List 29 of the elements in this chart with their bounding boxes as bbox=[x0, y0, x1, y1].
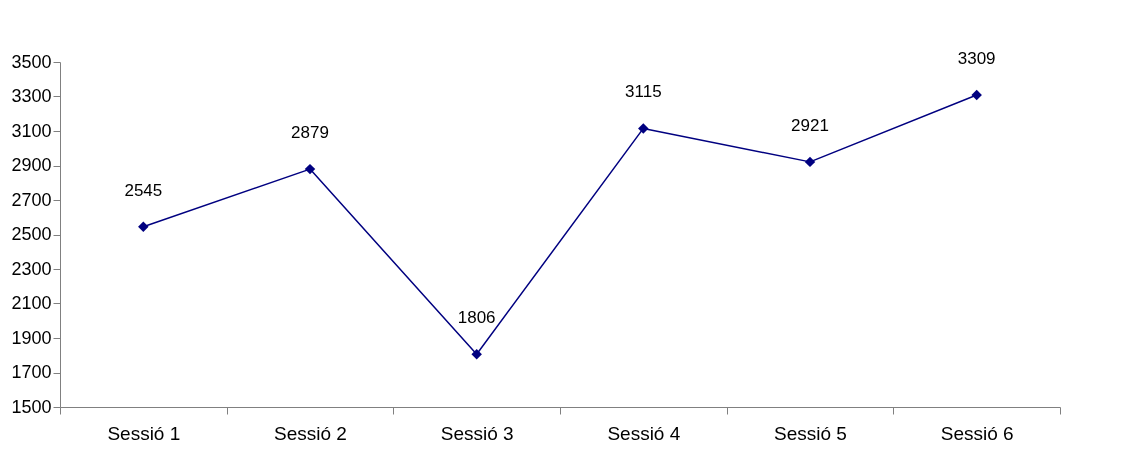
point bbox=[638, 123, 649, 134]
x-tick-label: Sessió 4 bbox=[607, 422, 681, 444]
y-tick-label: 1700 bbox=[11, 362, 52, 382]
data-label: 2545 bbox=[124, 180, 163, 200]
y-tick-label: 3500 bbox=[11, 51, 52, 72]
x-tick-label: Sessió 5 bbox=[774, 422, 847, 444]
point bbox=[971, 89, 982, 101]
data-label: 3309 bbox=[957, 48, 996, 68]
data-label: 2921 bbox=[791, 115, 829, 135]
y-tick-label: 2100 bbox=[11, 293, 52, 313]
x-tick-label: Sessió 6 bbox=[940, 422, 1014, 444]
data-label: 1806 bbox=[457, 308, 496, 328]
y-tick-label: 3100 bbox=[11, 120, 52, 141]
point bbox=[138, 221, 149, 232]
data-label: 2879 bbox=[291, 123, 329, 143]
point bbox=[471, 348, 482, 360]
y-tick-label: 2300 bbox=[11, 258, 52, 279]
y-tick-label: 3300 bbox=[11, 86, 52, 106]
x-tick-label: Sessió 1 bbox=[107, 422, 181, 444]
y-tick-label: 2500 bbox=[11, 224, 52, 244]
y-tick-label: 1900 bbox=[11, 327, 52, 348]
point bbox=[304, 163, 316, 175]
y-tick-label: 2900 bbox=[11, 155, 52, 175]
x-tick-label: Sessió 3 bbox=[440, 422, 514, 444]
data-label: 3115 bbox=[625, 82, 662, 102]
y-tick-label: 2700 bbox=[11, 189, 52, 210]
point bbox=[804, 156, 816, 168]
x-tick-label: Sessió 2 bbox=[274, 422, 347, 444]
y-tick-label: 1500 bbox=[11, 396, 52, 417]
